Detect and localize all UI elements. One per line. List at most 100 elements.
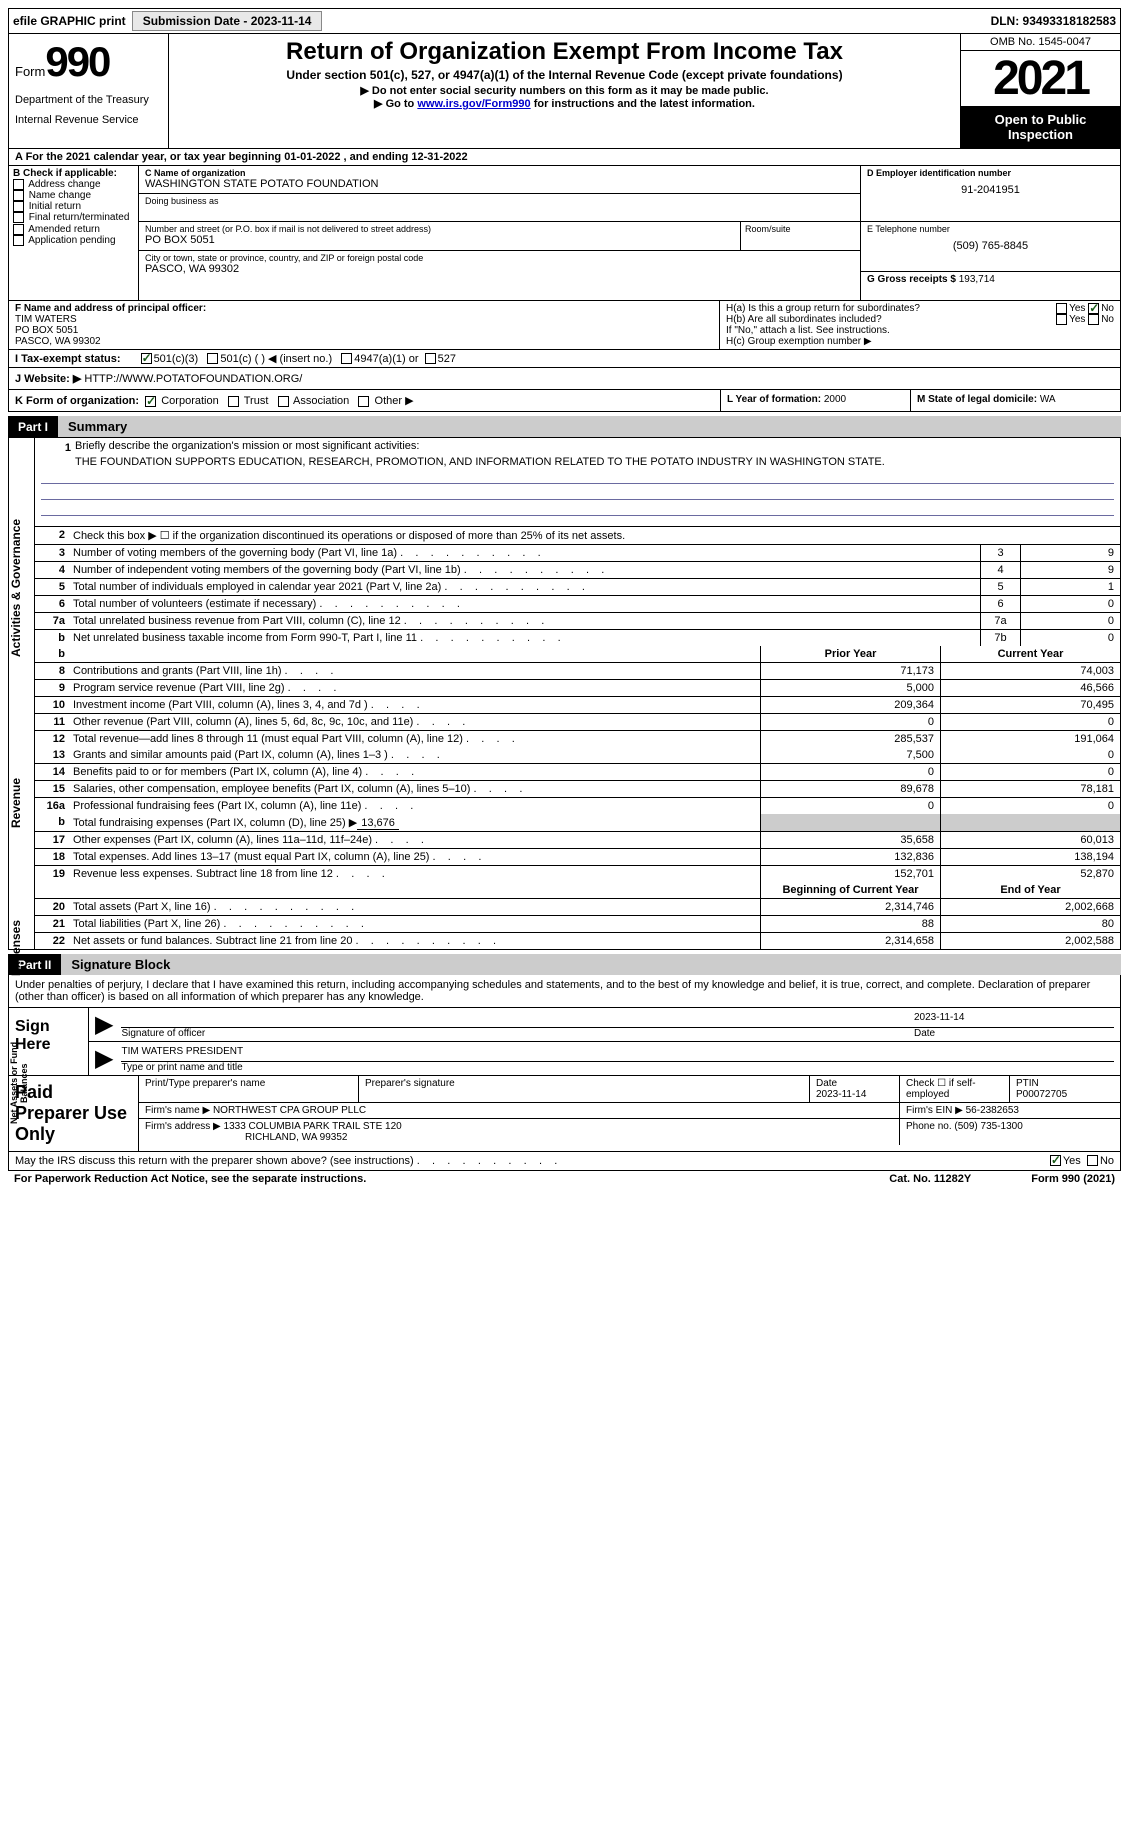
part2-header: Part II Signature Block bbox=[8, 954, 1121, 975]
rev-line-8: 8Contributions and grants (Part VIII, li… bbox=[35, 663, 1120, 680]
na-line-22: 22Net assets or fund balances. Subtract … bbox=[35, 933, 1120, 949]
open-public: Open to Public Inspection bbox=[961, 106, 1120, 148]
cb-assoc[interactable] bbox=[278, 396, 289, 407]
vtab-ag: Activities & Governance bbox=[9, 448, 35, 728]
na-line-21: 21Total liabilities (Part X, line 26)888… bbox=[35, 916, 1120, 933]
cell-room: Room/suite bbox=[740, 222, 860, 250]
sig-arrow-icon-2: ▶ bbox=[95, 1044, 113, 1073]
cb-hb-no[interactable] bbox=[1088, 314, 1099, 325]
vtab-exp: Expenses bbox=[9, 868, 35, 1028]
gov-line-3: 3Number of voting members of the governi… bbox=[35, 545, 1120, 562]
exp-line-13: 13Grants and similar amounts paid (Part … bbox=[35, 747, 1120, 764]
sig-arrow-icon: ▶ bbox=[95, 1010, 113, 1039]
cell-org-name: C Name of organization WASHINGTON STATE … bbox=[139, 166, 860, 194]
cb-name-change[interactable] bbox=[13, 190, 24, 201]
form-number: 990 bbox=[45, 38, 109, 85]
col-l: L Year of formation: 2000 bbox=[720, 390, 910, 411]
may-irs-row: May the IRS discuss this return with the… bbox=[8, 1152, 1121, 1171]
omb-number: OMB No. 1545-0047 bbox=[961, 34, 1120, 51]
vtab-na: Net Assets or Fund Balances bbox=[9, 1038, 35, 1128]
mission-blank-2 bbox=[41, 484, 1114, 500]
col-k: K Form of organization: Corporation Trus… bbox=[9, 390, 720, 411]
cb-may-yes[interactable] bbox=[1050, 1155, 1061, 1166]
exp-line-15: 15Salaries, other compensation, employee… bbox=[35, 781, 1120, 798]
cb-hb-yes[interactable] bbox=[1056, 314, 1067, 325]
sign-here-block: Sign Here ▶ Signature of officer 2023-11… bbox=[8, 1008, 1121, 1076]
footer: For Paperwork Reduction Act Notice, see … bbox=[8, 1171, 1121, 1187]
website-url: HTTP://WWW.POTATOFOUNDATION.ORG/ bbox=[84, 373, 302, 385]
cb-final-return[interactable] bbox=[13, 212, 24, 223]
part1-header: Part I Summary bbox=[8, 416, 1121, 437]
col-b: B Check if applicable: Address change Na… bbox=[9, 166, 139, 300]
dept-treasury: Department of the Treasury bbox=[15, 94, 162, 106]
na-line-20: 20Total assets (Part X, line 16)2,314,74… bbox=[35, 899, 1120, 916]
exp-line-17: 17Other expenses (Part IX, column (A), l… bbox=[35, 832, 1120, 849]
exp-line-19: 19Revenue less expenses. Subtract line 1… bbox=[35, 866, 1120, 882]
exp-line-18: 18Total expenses. Add lines 13–17 (must … bbox=[35, 849, 1120, 866]
cb-corp[interactable] bbox=[145, 396, 156, 407]
mission-blank-3 bbox=[41, 500, 1114, 516]
form-subtitle-1: Under section 501(c), 527, or 4947(a)(1)… bbox=[173, 68, 956, 82]
gov-line-4: 4Number of independent voting members of… bbox=[35, 562, 1120, 579]
na-header: Beginning of Current Year End of Year bbox=[35, 882, 1120, 899]
py-cy-header: b Prior Year Current Year bbox=[35, 646, 1120, 663]
line-16b: b Total fundraising expenses (Part IX, c… bbox=[35, 814, 1120, 832]
form-subtitle-3: ▶ Go to www.irs.gov/Form990 for instruct… bbox=[173, 97, 956, 110]
top-bar: efile GRAPHIC print Submission Date - 20… bbox=[8, 8, 1121, 34]
form-number-box: Form990 Department of the Treasury Inter… bbox=[9, 34, 169, 148]
header-row: Form990 Department of the Treasury Inter… bbox=[8, 34, 1121, 149]
cb-app-pending[interactable] bbox=[13, 235, 24, 246]
gov-line-5: 5Total number of individuals employed in… bbox=[35, 579, 1120, 596]
irs-link[interactable]: www.irs.gov/Form990 bbox=[417, 98, 530, 110]
b-label: B Check if applicable: bbox=[13, 168, 134, 179]
col-f: F Name and address of principal officer:… bbox=[9, 301, 720, 349]
cb-address-change[interactable] bbox=[13, 179, 24, 190]
vertical-tabs: Activities & Governance Revenue Expenses… bbox=[9, 438, 35, 949]
cb-initial-return[interactable] bbox=[13, 201, 24, 212]
row-j-website: J Website: ▶ HTTP://WWW.POTATOFOUNDATION… bbox=[8, 368, 1121, 390]
irs-label: Internal Revenue Service bbox=[15, 114, 162, 126]
cb-ha-yes[interactable] bbox=[1056, 303, 1067, 314]
cell-city: City or town, state or province, country… bbox=[139, 251, 860, 279]
form-title: Return of Organization Exempt From Incom… bbox=[173, 38, 956, 66]
row-fh: F Name and address of principal officer:… bbox=[8, 301, 1121, 350]
mission-row: 1 Briefly describe the organization's mi… bbox=[35, 438, 1120, 526]
cell-gross: G Gross receipts $ 193,714 bbox=[861, 272, 1120, 300]
form-subtitle-2: ▶ Do not enter social security numbers o… bbox=[173, 84, 956, 97]
cell-ein: D Employer identification number 91-2041… bbox=[861, 166, 1120, 222]
gov-line-6: 6Total number of volunteers (estimate if… bbox=[35, 596, 1120, 613]
cb-amended[interactable] bbox=[13, 224, 24, 235]
efile-label: efile GRAPHIC print bbox=[13, 14, 126, 28]
col-c: C Name of organization WASHINGTON STATE … bbox=[139, 166, 1120, 300]
submission-button[interactable]: Submission Date - 2023-11-14 bbox=[132, 11, 323, 31]
summary-block: Activities & Governance Revenue Expenses… bbox=[8, 437, 1121, 950]
title-box: Return of Organization Exempt From Incom… bbox=[169, 34, 960, 148]
tax-year: 2021 bbox=[961, 51, 1120, 106]
cb-501c[interactable] bbox=[207, 353, 218, 364]
line-2: 2 Check this box ▶ ☐ if the organization… bbox=[35, 527, 1120, 545]
year-box: OMB No. 1545-0047 2021 Open to Public In… bbox=[960, 34, 1120, 148]
cb-4947[interactable] bbox=[341, 353, 352, 364]
row-i-tax-exempt: I Tax-exempt status: 501(c)(3) 501(c) ( … bbox=[8, 350, 1121, 368]
paid-preparer-block: Paid Preparer Use Only Print/Type prepar… bbox=[8, 1076, 1121, 1152]
cb-trust[interactable] bbox=[228, 396, 239, 407]
gov-line-7a: 7aTotal unrelated business revenue from … bbox=[35, 613, 1120, 630]
col-h: H(a) Is this a group return for subordin… bbox=[720, 301, 1120, 349]
row-klm: K Form of organization: Corporation Trus… bbox=[8, 390, 1121, 412]
form-prefix: Form bbox=[15, 64, 45, 79]
cell-dba: Doing business as bbox=[139, 194, 860, 222]
cb-501c3[interactable] bbox=[141, 353, 152, 364]
section-bcde: B Check if applicable: Address change Na… bbox=[8, 166, 1121, 301]
cb-ha-no[interactable] bbox=[1088, 303, 1099, 314]
rev-line-11: 11Other revenue (Part VIII, column (A), … bbox=[35, 714, 1120, 731]
cell-phone: E Telephone number (509) 765-8845 bbox=[861, 222, 1120, 272]
cb-other[interactable] bbox=[358, 396, 369, 407]
gov-line-b: bNet unrelated business taxable income f… bbox=[35, 630, 1120, 646]
line-a: A For the 2021 calendar year, or tax yea… bbox=[8, 149, 1121, 166]
form-990-page: efile GRAPHIC print Submission Date - 20… bbox=[0, 0, 1129, 1195]
cell-street: Number and street (or P.O. box if mail i… bbox=[139, 222, 740, 250]
cb-527[interactable] bbox=[425, 353, 436, 364]
cb-may-no[interactable] bbox=[1087, 1155, 1098, 1166]
exp-line-14: 14Benefits paid to or for members (Part … bbox=[35, 764, 1120, 781]
dln: DLN: 93493318182583 bbox=[991, 14, 1116, 28]
